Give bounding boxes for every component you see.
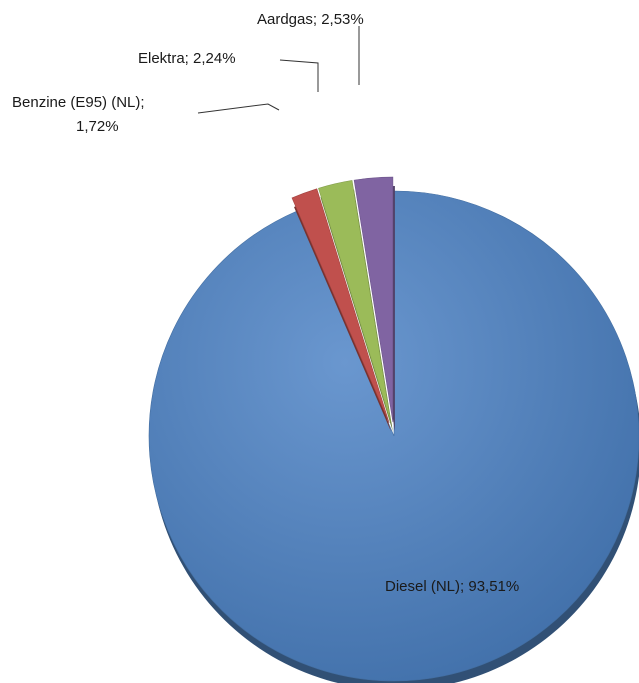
data-label-elektra: Elektra; 2,24% xyxy=(138,50,236,67)
data-label-aardgas: Aardgas; 2,53% xyxy=(257,11,364,28)
pie-slice-diesel xyxy=(148,190,639,682)
pie-slice-aardgas xyxy=(353,176,394,423)
leader-line-benzine xyxy=(197,103,280,114)
data-label-benzine-line1: Benzine (E95) (NL); xyxy=(12,94,145,111)
pie-slice-elektra xyxy=(318,180,392,423)
pie-slice-benzine xyxy=(291,188,390,423)
data-label-diesel: Diesel (NL); 93,51% xyxy=(385,578,519,595)
data-label-benzine-line2: 1,72% xyxy=(76,118,119,135)
leader-line-elektra xyxy=(279,59,319,92)
